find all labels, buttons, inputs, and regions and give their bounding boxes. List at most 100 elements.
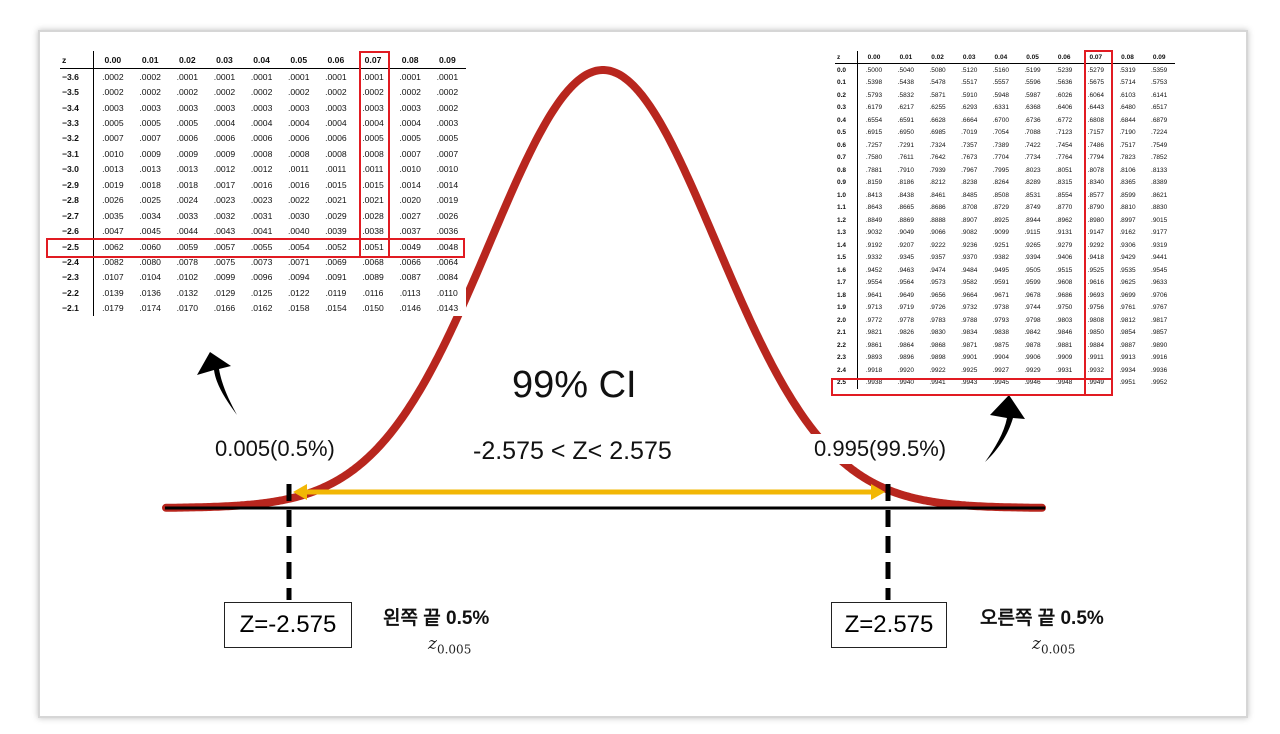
probability-cell: .0002 [213, 87, 236, 98]
right-z-notation: z0.005 [1032, 634, 1076, 657]
z-value-cell: 1.2 [835, 214, 858, 227]
probability-cell: .0024 [176, 195, 199, 206]
probability-cell: .9713 [865, 304, 883, 312]
probability-cell: .9633 [1151, 279, 1168, 287]
probability-cell: .7019 [961, 129, 978, 137]
probability-cell: .9251 [992, 241, 1009, 249]
column-header: 0.04 [243, 51, 281, 69]
probability-cell: .0110 [436, 287, 458, 298]
probability-cell: .8708 [961, 204, 978, 212]
probability-cell: .9756 [1087, 304, 1104, 312]
probability-cell: .0004 [399, 118, 421, 129]
probability-cell: .0038 [362, 226, 384, 237]
table-row: 2.3 .9893 .9896 .9898 .9901 .9904 .9906 .9909 .9… [835, 351, 1175, 364]
table-row: −2.8 .0026 .0025 .0024 .0023 .0023 .0022 .0021.… [60, 192, 466, 208]
probability-cell: .7357 [961, 141, 978, 149]
probability-cell: .0069 [325, 256, 347, 267]
probability-cell: .0154 [325, 303, 347, 314]
probability-cell: .0071 [287, 256, 310, 267]
probability-cell: .9750 [1056, 304, 1073, 312]
probability-cell: .0082 [102, 256, 124, 267]
probability-cell: .9901 [961, 354, 978, 362]
table-header-row: z 0.00 0.01 0.02 0.03 0.04 0.05 0.06 0.07 0.08 0.0… [835, 51, 1175, 64]
probability-cell: .7910 [897, 166, 915, 174]
probability-cell: .0094 [287, 272, 310, 283]
probability-cell: .9495 [992, 266, 1009, 274]
probability-cell: .9394 [1024, 254, 1041, 262]
probability-cell: .5000 [865, 66, 883, 74]
probability-cell: .9778 [897, 316, 915, 324]
probability-cell: .0001 [399, 71, 421, 82]
probability-cell: .0087 [399, 272, 421, 283]
probability-cell: .6772 [1056, 116, 1073, 124]
probability-cell: .9049 [897, 229, 915, 237]
probability-cell: .0008 [325, 148, 347, 159]
probability-cell: .6844 [1119, 116, 1136, 124]
z-value-cell: 0.8 [835, 164, 858, 177]
probability-cell: .0125 [250, 287, 273, 298]
probability-cell: .9904 [992, 354, 1009, 362]
probability-cell: .5793 [865, 91, 883, 99]
probability-cell: .9772 [865, 316, 883, 324]
probability-cell: .0150 [362, 303, 384, 314]
right-z-box: Z=2.575 [831, 602, 947, 648]
probability-cell: .8264 [992, 179, 1009, 187]
probability-cell: .9131 [1056, 229, 1073, 237]
probability-cell: .0099 [213, 272, 236, 283]
probability-cell: .9370 [961, 254, 978, 262]
column-header: 0.07 [1080, 51, 1112, 64]
z-value-cell: −3.3 [60, 115, 95, 131]
probability-cell: .5120 [961, 66, 978, 74]
probability-cell: .0002 [362, 87, 384, 98]
probability-cell: .7794 [1087, 154, 1104, 162]
z-value-cell: 1.7 [835, 276, 858, 289]
probability-cell: .0047 [102, 226, 124, 237]
table-row: 0.3 .6179 .6217 .6255 .6293 .6331 .6368 .6406 .6… [835, 101, 1175, 114]
probability-cell: .9817 [1151, 316, 1168, 324]
probability-cell: .5910 [961, 91, 978, 99]
probability-cell: .9474 [929, 266, 946, 274]
probability-cell: .9949 [1087, 379, 1104, 387]
probability-cell: .0001 [362, 71, 384, 82]
probability-cell: .9345 [897, 254, 915, 262]
probability-cell: .0006 [176, 133, 199, 144]
probability-cell: .9951 [1119, 379, 1136, 387]
probability-cell: .8749 [1024, 204, 1041, 212]
probability-cell: .8686 [929, 204, 946, 212]
probability-cell: .9686 [1056, 291, 1073, 299]
probability-cell: .9382 [992, 254, 1009, 262]
probability-cell: .9357 [929, 254, 946, 262]
probability-cell: .9545 [1151, 266, 1168, 274]
z-value-cell: −2.1 [60, 300, 95, 316]
probability-cell: .9147 [1087, 229, 1104, 237]
probability-cell: .0062 [102, 241, 124, 252]
probability-cell: .8289 [1024, 179, 1041, 187]
probability-cell: .9893 [865, 354, 883, 362]
probability-cell: .0014 [436, 179, 459, 190]
probability-cell: .0002 [287, 87, 310, 98]
probability-cell: .0001 [325, 71, 347, 82]
probability-cell: .0037 [399, 226, 421, 237]
probability-cell: .9744 [1024, 304, 1041, 312]
probability-cell: .7852 [1151, 154, 1168, 162]
probability-cell: .9826 [897, 329, 915, 337]
probability-cell: .7486 [1087, 141, 1104, 149]
column-header: 0.06 [1048, 51, 1080, 64]
probability-cell: .6293 [961, 104, 978, 112]
probability-cell: .7088 [1024, 129, 1041, 137]
probability-cell: .8944 [1024, 216, 1041, 224]
table-row: −3.4 .0003 .0003 .0003 .0003 .0003 .0003 .0003.… [60, 99, 466, 116]
probability-cell: .8869 [897, 216, 915, 224]
probability-cell: .9641 [865, 291, 883, 299]
right-z-table: z 0.00 0.01 0.02 0.03 0.04 0.05 0.06 0.07 0.08 0.0… [835, 51, 1175, 389]
probability-cell: .6554 [865, 116, 883, 124]
column-header: 0.00 [857, 51, 891, 64]
probability-cell: .8186 [897, 179, 915, 187]
probability-cell: .8413 [865, 191, 883, 199]
probability-cell: .9625 [1119, 279, 1136, 287]
probability-cell: .0166 [213, 303, 236, 314]
probability-cell: .0003 [287, 102, 310, 113]
probability-cell: .9920 [897, 366, 915, 374]
column-header: z [60, 51, 95, 69]
probability-cell: .9861 [865, 341, 883, 349]
